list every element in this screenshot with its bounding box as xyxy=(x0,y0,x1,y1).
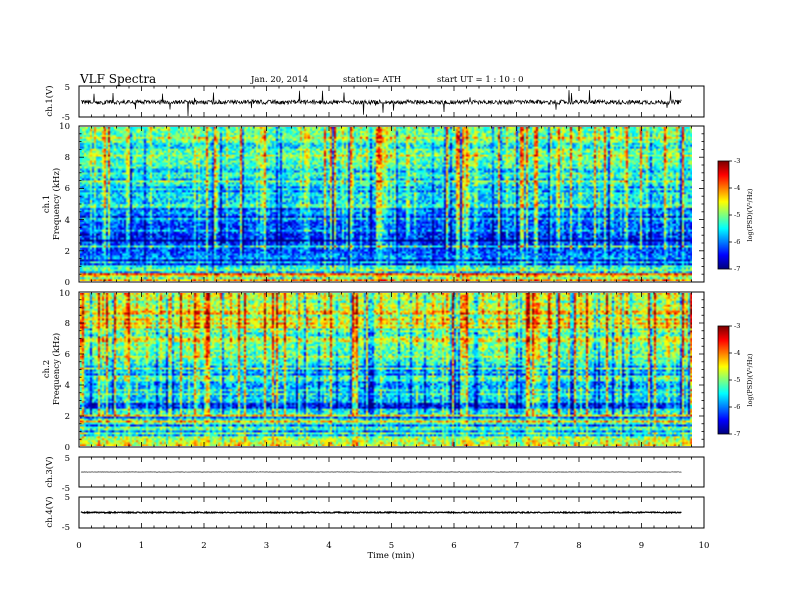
spec2-ytick-8: 8 xyxy=(65,319,70,329)
spec1-ytick-6: 6 xyxy=(65,184,70,194)
spec2-ytick-0: 0 xyxy=(65,443,70,453)
cb1-tick-m4: -4 xyxy=(734,184,740,192)
xtick-2: 2 xyxy=(201,541,206,551)
xtick-0: 0 xyxy=(76,541,81,551)
spec2-ylabel-channel: ch.2 xyxy=(42,360,52,378)
xtick-10: 10 xyxy=(699,541,710,551)
cb1-tick-m7: -7 xyxy=(734,265,740,273)
ch1-ytick-bottom: -5 xyxy=(62,113,70,123)
xtick-5: 5 xyxy=(389,541,394,551)
cb1-label: log(PSD)(V²/Hz) xyxy=(746,188,754,241)
xtick-9: 9 xyxy=(639,541,644,551)
ch3-waveform-ylabel: ch.3(V) xyxy=(44,456,55,487)
spec1-ytick-4: 4 xyxy=(65,216,70,226)
spec1-ytick-2: 2 xyxy=(65,247,70,257)
ch1-spectrogram-image xyxy=(80,127,692,281)
spec1-ylabel-frequency: Frequency (kHz) xyxy=(51,168,62,240)
xtick-6: 6 xyxy=(451,541,456,551)
cb1-tick-m6: -6 xyxy=(734,238,740,246)
cb2-tick-m7: -7 xyxy=(734,430,740,438)
spec1-ylabel-channel: ch.1 xyxy=(42,195,52,213)
xtick-3: 3 xyxy=(264,541,269,551)
ch4-waveform-ylabel: ch.4(V) xyxy=(44,496,55,527)
station-label: station= ATH xyxy=(343,75,401,85)
cb2-tick-m6: -6 xyxy=(734,403,740,411)
spec2-ylabel-frequency: Frequency (kHz) xyxy=(51,333,62,405)
spec2-ytick-6: 6 xyxy=(65,350,70,360)
cb2-tick-m4: -4 xyxy=(734,349,740,357)
cb2-tick-m3: -3 xyxy=(734,322,740,330)
ch4-ytick-bottom: -5 xyxy=(62,523,70,533)
ch2-spectrogram-image xyxy=(80,293,692,446)
xtick-8: 8 xyxy=(576,541,581,551)
spec2-ytick-10: 10 xyxy=(59,289,70,299)
x-axis-label: Time (min) xyxy=(367,550,414,561)
cb2-label: log(PSD)(V²/Hz) xyxy=(746,353,754,406)
cb2-tick-m5: -5 xyxy=(734,376,740,384)
spec1-ytick-8: 8 xyxy=(65,153,70,163)
figure-title: VLF Spectra xyxy=(79,72,156,86)
ch1-waveform-trace xyxy=(80,90,682,117)
xtick-1: 1 xyxy=(139,541,144,551)
spec1-ytick-0: 0 xyxy=(65,278,70,288)
date-label: Jan. 20, 2014 xyxy=(250,75,308,85)
ch1-waveform-ylabel: ch.1(V) xyxy=(44,85,55,116)
ch2-colorbar-image xyxy=(718,326,729,434)
xtick-7: 7 xyxy=(514,541,519,551)
axis-tick-marks xyxy=(78,86,732,528)
ch4-ytick-top: 5 xyxy=(65,493,70,503)
spec2-ytick-4: 4 xyxy=(65,381,70,391)
spec2-ytick-2: 2 xyxy=(65,412,70,422)
cb1-tick-m5: -5 xyxy=(734,211,740,219)
ch4-waveform-trace xyxy=(80,510,682,515)
ch3-ytick-top: 5 xyxy=(65,454,70,464)
ch1-colorbar-image xyxy=(718,161,729,269)
cb1-tick-m3: -3 xyxy=(734,157,740,165)
xtick-4: 4 xyxy=(326,541,331,551)
start-time-label: start UT = 1 : 10 : 0 xyxy=(437,75,524,85)
ch1-ytick-top: 5 xyxy=(65,83,70,93)
spec1-ytick-10: 10 xyxy=(59,122,70,132)
ch3-ytick-bottom: -5 xyxy=(62,484,70,494)
